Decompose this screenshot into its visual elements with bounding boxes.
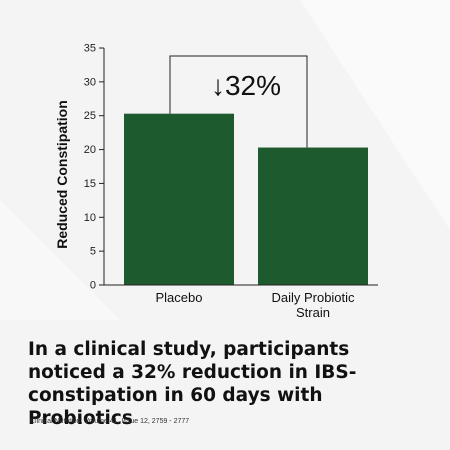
x-tick-label: Daily Probiotic Strain (271, 290, 355, 320)
bar-chart: 0 5 10 15 20 25 30 35 Placebo Daily Probiotic Str… (54, 43, 378, 320)
bar-0 (124, 113, 234, 285)
y-tick-label: 20 (84, 144, 96, 156)
bar-1 (258, 147, 368, 285)
y-tick-label: 5 (90, 246, 96, 258)
y-tick-label: 25 (84, 110, 96, 122)
x-tick-label: Placebo (156, 290, 203, 305)
y-tick-label: 10 (84, 212, 96, 224)
y-tick-label: 30 (84, 76, 96, 88)
x-axis-labels: Placebo Daily Probiotic Strain (156, 290, 356, 320)
citation: Clinical Nutrition, Volume 41, Issue 12,… (30, 418, 190, 425)
y-tick-label: 15 (84, 178, 96, 190)
bracket-line (169, 55, 308, 148)
bars (104, 113, 378, 286)
reduction-annotation: ↓32% (169, 55, 308, 148)
y-axis-label: Reduced Constipation (54, 100, 70, 249)
headline: In a clinical study, participants notice… (28, 339, 357, 429)
y-tick-label: 0 (90, 280, 96, 292)
y-axis: 0 5 10 15 20 25 30 35 (84, 43, 105, 292)
annotation-label: ↓32% (211, 70, 281, 101)
y-tick-label: 35 (84, 43, 96, 55)
